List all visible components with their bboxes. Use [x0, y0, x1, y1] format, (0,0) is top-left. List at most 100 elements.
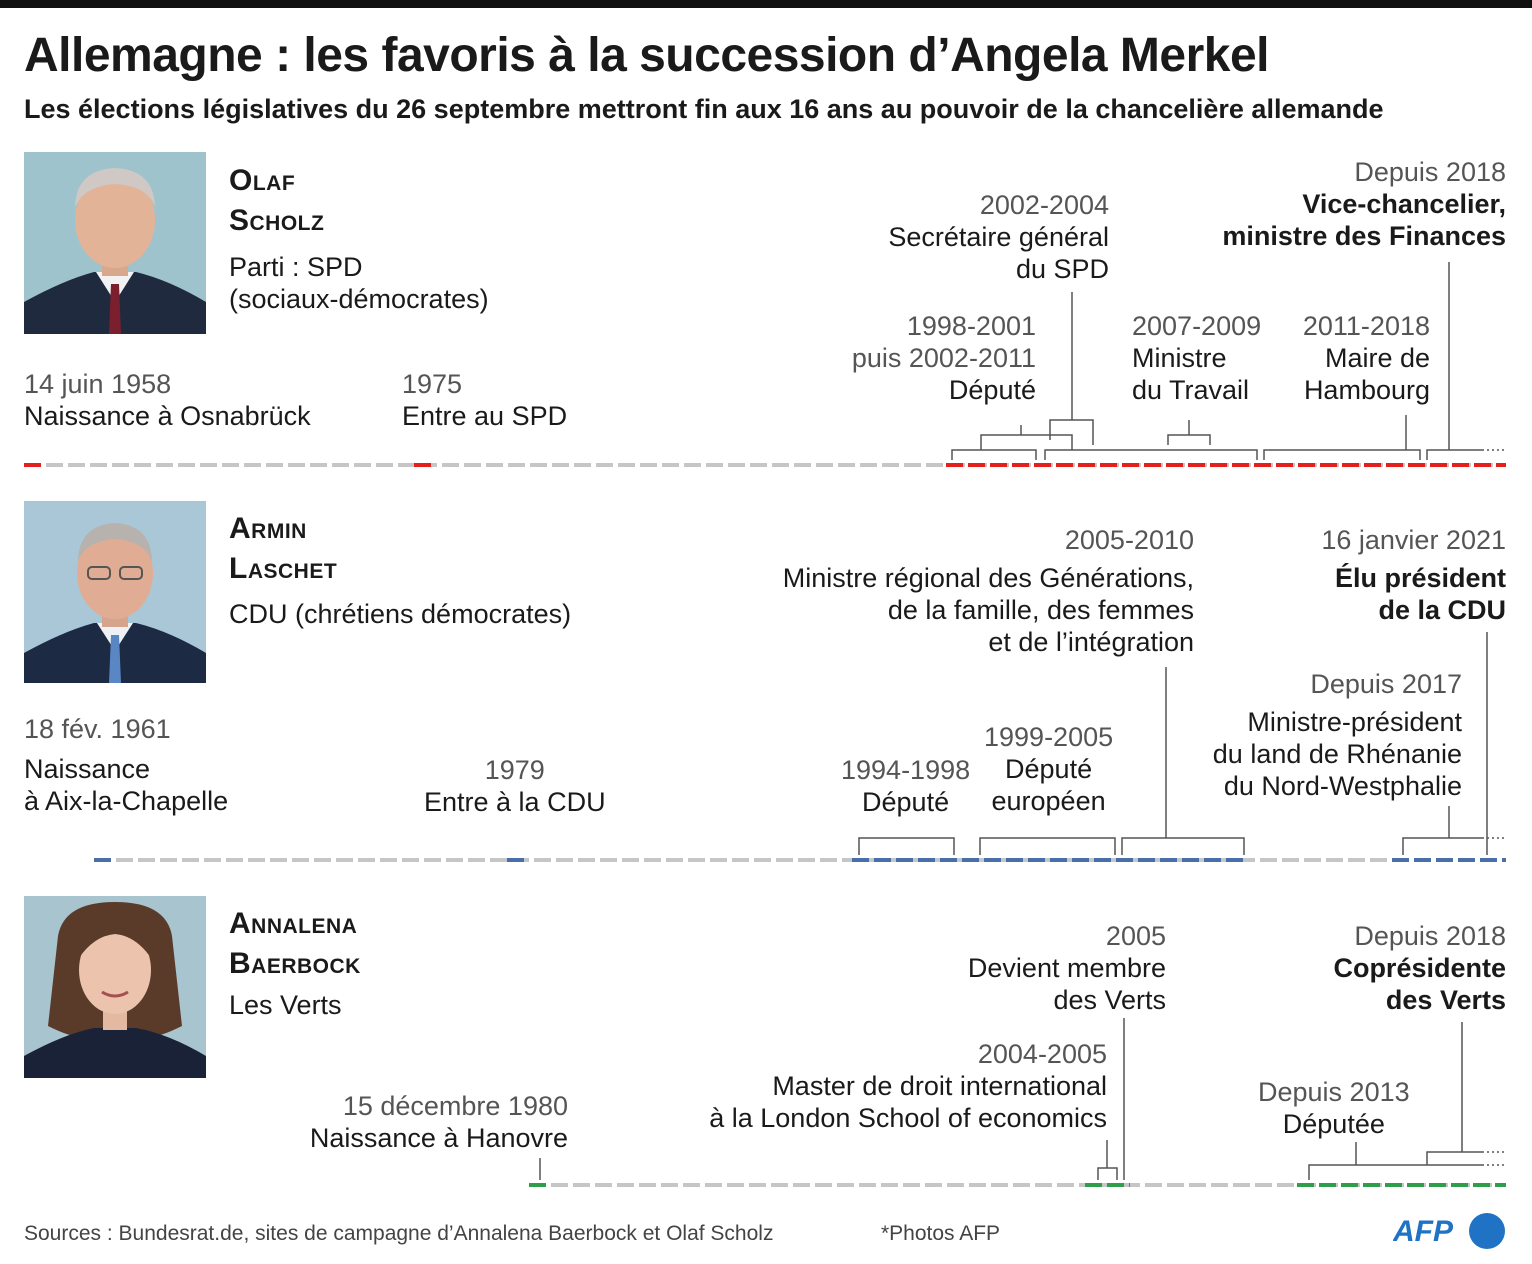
scholz-event-hambourg: 2011-2018 Maire de Hambourg [1303, 310, 1430, 406]
laschet-bracket-ministre [1121, 837, 1245, 855]
laschet-event-ministre-regional: 2005-2010 Ministre régional des Générati… [783, 524, 1194, 658]
scholz-event-secretaire: 2002-2004 Secrétaire général du SPD [888, 189, 1109, 285]
laschet-bracket-europeen [979, 837, 1116, 855]
scholz-last-name: Scholz [229, 204, 325, 237]
event-text: Entre au SPD [402, 401, 568, 431]
baerbock-last-name: Baerbock [229, 947, 361, 980]
event-date: 1998-2001 [906, 311, 1036, 341]
event-text: du Travail [1132, 375, 1250, 405]
event-text: Ministre [1132, 343, 1227, 373]
scholz-bracket-hambourg [1263, 449, 1421, 460]
event-text: européen [991, 786, 1106, 816]
baerbock-bracket-deputee [1308, 1164, 1482, 1180]
event-date: 2002-2004 [979, 190, 1109, 220]
event-text: Ministre régional des Générations, [782, 563, 1194, 593]
scholz-bracket-depute-1 [951, 449, 1037, 460]
baerbock-event-master: 2004-2005 Master de droit international … [709, 1038, 1107, 1134]
baerbock-bracket-copresidente [1426, 1151, 1482, 1165]
scholz-party-line2: (sociaux-démocrates) [229, 284, 489, 314]
event-date: 1975 [402, 369, 463, 399]
scholz-bracket-depute-2 [1044, 449, 1258, 460]
scholz-first-name: Olaf [229, 164, 296, 197]
event-date: 1999-2005 [984, 722, 1114, 752]
event-text: Vice-chancelier, [1302, 189, 1506, 219]
event-text: et de l’intégration [988, 627, 1194, 657]
event-text: Députée [1282, 1109, 1385, 1139]
event-date: Depuis 2017 [1310, 669, 1462, 699]
event-text: ministre des Finances [1222, 221, 1506, 251]
event-date: 18 fév. 1961 [24, 714, 171, 744]
event-text: à la London School of economics [709, 1103, 1107, 1133]
laschet-event-ministre-president: Depuis 2017 Ministre-président du land d… [1213, 668, 1462, 802]
scholz-bracket-depute-join [980, 434, 1073, 450]
laschet-name: Armin Laschet [229, 509, 337, 589]
scholz-name: Olaf Scholz [229, 161, 324, 241]
event-text: à Aix-la-Chapelle [24, 786, 229, 816]
baerbock-photo [24, 896, 206, 1078]
event-date: 16 janvier 2021 [1321, 525, 1506, 555]
event-text: Devient membre [967, 953, 1166, 983]
event-text: Ministre-président [1247, 707, 1462, 737]
event-text: Député [948, 375, 1036, 405]
laschet-event-europeen: 1999-2005 Député européen [984, 721, 1113, 817]
event-text: du land de Rhénanie [1212, 739, 1462, 769]
event-date: puis 2002-2011 [851, 343, 1036, 373]
baerbock-party: Les Verts [229, 990, 342, 1020]
event-date: 2007-2009 [1132, 311, 1262, 341]
event-text: de la famille, des femmes [887, 595, 1194, 625]
baerbock-event-verts: 2005 Devient membre des Verts [968, 920, 1166, 1016]
event-date: 1979 [484, 755, 545, 785]
event-date: Depuis 2018 [1354, 921, 1506, 951]
afp-logo: AFP [1392, 1211, 1508, 1251]
scholz-event-finances: Depuis 2018 Vice-chancelier, ministre de… [1222, 156, 1506, 252]
afp-logo-mark: AFP [1392, 1213, 1505, 1249]
scholz-bracket-travail [1167, 434, 1211, 445]
event-date: 2005-2010 [1064, 525, 1194, 555]
laschet-event-president-cdu: 16 janvier 2021 Élu président de la CDU [1321, 524, 1506, 626]
event-date: Depuis 2018 [1354, 157, 1506, 187]
event-date: Depuis 2013 [1258, 1077, 1410, 1107]
baerbock-event-copresidente: Depuis 2018 Coprésidente des Verts [1333, 920, 1506, 1016]
event-text: Naissance à Osnabrück [24, 401, 311, 431]
event-text: des Verts [1385, 985, 1506, 1015]
scholz-event-birth: 14 juin 1958 Naissance à Osnabrück [24, 368, 311, 432]
event-date: 2004-2005 [977, 1039, 1107, 1069]
event-text: Secrétaire général [888, 222, 1109, 252]
event-text: Maire de [1324, 343, 1430, 373]
laschet-event-cdu: 1979 Entre à la CDU [424, 754, 606, 818]
baerbock-name: Annalena Baerbock [229, 904, 361, 984]
event-text: du Nord-Westphalie [1223, 771, 1462, 801]
baerbock-first-name: Annalena [229, 907, 358, 940]
laschet-bracket-depute [858, 837, 955, 855]
laschet-event-birth: 18 fév. 1961 Naissance à Aix-la-Chapelle [24, 713, 228, 817]
page-subtitle: Les élections législatives du 26 septemb… [24, 94, 1384, 124]
laschet-first-name: Armin [229, 512, 307, 545]
laschet-event-depute: 1994-1998 Député [841, 754, 970, 818]
event-date: 2005 [1105, 921, 1166, 951]
event-text: du SPD [1015, 254, 1109, 284]
top-rule [0, 0, 1532, 8]
scholz-event-depute: 1998-2001 puis 2002-2011 Député [852, 310, 1036, 406]
event-text: Entre à la CDU [424, 787, 606, 817]
laschet-party: CDU (chrétiens démocrates) [229, 599, 572, 629]
event-date: 2011-2018 [1302, 311, 1430, 341]
laschet-photo [24, 501, 206, 683]
baerbock-bracket-master [1097, 1167, 1118, 1180]
scholz-event-travail: 2007-2009 Ministre du Travail [1132, 310, 1261, 406]
event-text: des Verts [1053, 985, 1166, 1015]
scholz-bracket-finances [1426, 449, 1482, 460]
scholz-party-line1: Parti : SPD [229, 252, 363, 282]
svg-text:AFP: AFP [1393, 1215, 1454, 1248]
event-date: 15 décembre 1980 [342, 1091, 568, 1121]
baerbock-event-deputee: Depuis 2013 Députée [1258, 1076, 1410, 1140]
event-text: Coprésidente [1333, 953, 1506, 983]
photo-credit: *Photos AFP [881, 1222, 1001, 1245]
baerbock-event-birth: 15 décembre 1980 Naissance à Hanovre [310, 1090, 568, 1154]
sources-note: Sources : Bundesrat.de, sites de campagn… [24, 1222, 774, 1245]
scholz-party: Parti : SPD (sociaux-démocrates) [229, 251, 489, 315]
page-title: Allemagne : les favoris à la succession … [24, 29, 1270, 82]
event-text: Député [862, 787, 950, 817]
event-text: Naissance à Hanovre [309, 1123, 568, 1153]
laschet-last-name: Laschet [229, 552, 338, 585]
